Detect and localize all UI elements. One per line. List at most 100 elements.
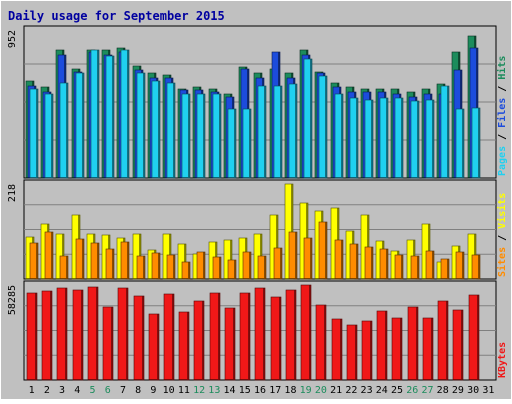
bar-kbytes-day-9-face bbox=[149, 314, 157, 379]
bar-pages-day-1-outline bbox=[29, 88, 39, 179]
bar-sites-day-26-face bbox=[411, 256, 417, 278]
bar-sites-day-28-outline bbox=[440, 258, 450, 280]
bar-sites-day-16 bbox=[257, 255, 267, 280]
bar-sites-day-13-face bbox=[213, 257, 219, 278]
bar-kbytes-day-30-face bbox=[469, 295, 477, 379]
bar-kbytes-day-30-outline bbox=[468, 294, 480, 381]
bar-visits-day-9-face bbox=[148, 250, 154, 278]
bar-kbytes-day-25-face bbox=[392, 318, 400, 379]
bar-kbytes-day-15-face bbox=[240, 293, 248, 379]
bar-pages-day-4-outline bbox=[75, 72, 85, 179]
x-tick-label: 29 bbox=[452, 385, 464, 396]
bar-pages-day-13-face bbox=[213, 94, 219, 177]
bar-sites-day-17-face bbox=[274, 248, 280, 278]
x-tick-label: 26 bbox=[406, 385, 418, 396]
bar-pages-day-10-face bbox=[167, 83, 173, 177]
bar-kbytes-day-1-face bbox=[27, 293, 35, 379]
panel-kbytes: 58285 KBytes bbox=[7, 280, 508, 381]
bar-pages-day-9-outline bbox=[151, 80, 161, 179]
bar-sites-day-30-face bbox=[472, 255, 478, 278]
bar-sites-day-25 bbox=[394, 254, 404, 280]
x-tick-label: 11 bbox=[178, 385, 190, 396]
bar-pages-day-29-outline bbox=[455, 108, 465, 179]
bar-kbytes-day-14 bbox=[224, 307, 236, 381]
bar-pages-day-5 bbox=[90, 49, 100, 179]
x-tick-label: 10 bbox=[163, 385, 175, 396]
x-tick-label: 6 bbox=[105, 385, 111, 396]
bar-kbytes-day-20-outline bbox=[315, 304, 327, 381]
bar-sites-day-3 bbox=[59, 255, 69, 280]
bar-sites-day-3-outline bbox=[59, 255, 69, 280]
bar-kbytes-day-5-outline bbox=[87, 286, 99, 381]
bar-pages-day-12-face bbox=[197, 94, 203, 177]
bar-sites-day-28 bbox=[440, 258, 450, 280]
bar-kbytes-day-13-outline bbox=[209, 292, 221, 381]
bar-kbytes-day-27 bbox=[422, 317, 434, 381]
bar-kbytes-day-11-outline bbox=[178, 311, 190, 381]
bar-pages-day-9-face bbox=[152, 81, 158, 177]
bar-kbytes-day-13 bbox=[209, 292, 221, 381]
bar-pages-day-19-face bbox=[304, 59, 310, 177]
bar-pages-day-16 bbox=[257, 85, 267, 179]
bar-pages-day-19 bbox=[303, 58, 313, 179]
bar-pages-day-25-face bbox=[395, 98, 401, 177]
bar-sites-day-12-face bbox=[197, 252, 203, 278]
bar-pages-day-25 bbox=[394, 97, 404, 179]
bar-kbytes-day-5 bbox=[87, 286, 99, 381]
bar-pages-day-6-face bbox=[106, 56, 112, 177]
bar-sites-day-14-face bbox=[228, 260, 234, 278]
bar-sites-day-6 bbox=[105, 248, 115, 280]
bar-pages-day-14 bbox=[227, 108, 237, 179]
bar-pages-day-7-face bbox=[121, 50, 127, 177]
bar-pages-day-27-face bbox=[426, 100, 432, 177]
bar-visits-day-23-face bbox=[361, 215, 367, 278]
bar-kbytes-day-19-face bbox=[301, 285, 309, 379]
bar-sites-day-2-outline bbox=[44, 231, 54, 280]
bar-sites-day-15-outline bbox=[242, 251, 252, 280]
bar-kbytes-day-1-outline bbox=[26, 292, 38, 381]
x-tick-label: 15 bbox=[239, 385, 251, 396]
bar-sites-day-20-face bbox=[319, 222, 325, 278]
x-tick-label: 3 bbox=[59, 385, 65, 396]
bar-pages-day-14-face bbox=[228, 109, 234, 177]
x-tick-label: 21 bbox=[330, 385, 342, 396]
bar-kbytes-day-11-face bbox=[179, 312, 187, 379]
bar-pages-day-7 bbox=[120, 49, 130, 179]
bar-visits-day-22-face bbox=[346, 231, 352, 278]
x-tick-label: 14 bbox=[224, 385, 236, 396]
bar-kbytes-day-7 bbox=[117, 287, 129, 381]
bar-sites-day-6-face bbox=[106, 249, 112, 278]
bar-visits-day-29-face bbox=[452, 246, 458, 278]
bar-kbytes-day-22-outline bbox=[346, 324, 358, 381]
bar-kbytes-day-26 bbox=[407, 306, 419, 381]
bar-kbytes-day-9-outline bbox=[148, 313, 160, 381]
bar-kbytes-day-25 bbox=[391, 317, 403, 381]
bar-kbytes-day-21 bbox=[331, 318, 343, 381]
bar-sites-day-22-outline bbox=[349, 243, 359, 280]
bar-kbytes-day-17 bbox=[270, 296, 282, 381]
bar-visits-day-25-face bbox=[391, 251, 397, 278]
bar-sites-day-27 bbox=[425, 250, 435, 280]
bar-sites-day-1-outline bbox=[29, 242, 39, 280]
x-tick-label: 31 bbox=[482, 385, 494, 396]
x-tick-label: 18 bbox=[284, 385, 296, 396]
bar-kbytes-day-16-outline bbox=[254, 287, 266, 381]
x-tick-label: 7 bbox=[120, 385, 126, 396]
bar-pages-day-22 bbox=[349, 97, 359, 179]
bars-visits-sites bbox=[25, 183, 481, 280]
bar-sites-day-23-face bbox=[365, 247, 371, 278]
x-tick-label: 24 bbox=[376, 385, 388, 396]
bar-pages-day-30-face bbox=[472, 108, 478, 177]
bar-pages-day-1-face bbox=[30, 89, 36, 177]
series-label-hits: Hits bbox=[496, 56, 508, 80]
bar-sites-day-2-face bbox=[45, 232, 51, 278]
bar-pages-day-3 bbox=[59, 82, 69, 179]
bar-pages-day-26-face bbox=[411, 101, 417, 177]
series-label-files: Files bbox=[496, 98, 508, 128]
bar-visits-day-16-face bbox=[254, 234, 260, 278]
bar-sites-day-4-outline bbox=[75, 238, 85, 280]
bar-kbytes-day-25-outline bbox=[391, 317, 403, 381]
y-axis-max-label: 58285 bbox=[7, 285, 18, 315]
bar-sites-day-19-outline bbox=[303, 237, 313, 280]
